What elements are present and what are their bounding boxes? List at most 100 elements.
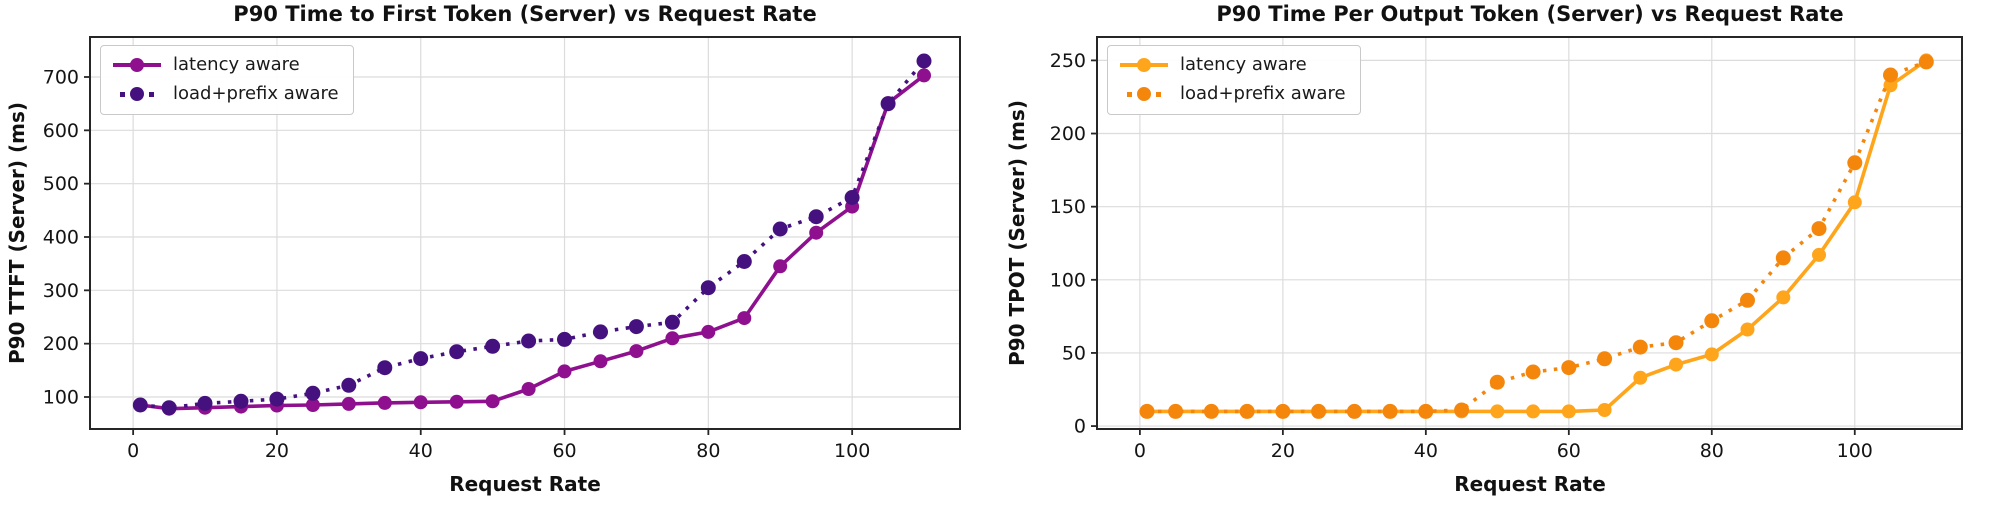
data-point xyxy=(557,331,572,347)
x-axis-label: Request Rate xyxy=(1454,472,1606,496)
svg-text:200: 200 xyxy=(1050,123,1086,145)
data-point xyxy=(628,319,644,335)
data-point xyxy=(449,344,465,360)
data-point xyxy=(773,259,788,274)
data-point xyxy=(485,394,500,409)
tpot-plot-area: 0 20 40 60 80 100 0 50 100 150 200 250 xyxy=(1050,36,1963,462)
data-point xyxy=(449,394,464,409)
legend: latency aware load+prefix aware xyxy=(100,45,354,115)
tick-labels: 0 20 40 60 80 100 0 50 100 150 200 250 xyxy=(1050,50,1873,462)
data-point xyxy=(1454,402,1470,418)
legend-item-latency-aware: latency aware xyxy=(1120,54,1346,76)
data-point xyxy=(737,311,752,326)
svg-text:150: 150 xyxy=(1050,196,1086,218)
svg-text:0: 0 xyxy=(1074,416,1086,438)
data-point xyxy=(1847,155,1863,171)
legend-label: load+prefix aware xyxy=(1180,83,1346,104)
svg-text:400: 400 xyxy=(43,227,79,249)
data-point xyxy=(1633,370,1648,385)
svg-text:60: 60 xyxy=(552,440,576,462)
plot-frame xyxy=(89,36,961,430)
legend-label: latency aware xyxy=(173,54,300,75)
tick-marks xyxy=(84,76,854,435)
legend-label: load+prefix aware xyxy=(173,83,339,104)
data-point xyxy=(521,333,537,349)
svg-text:100: 100 xyxy=(1837,440,1873,462)
data-point xyxy=(593,354,608,369)
tick-labels: 0 20 40 60 80 100 100 200 300 400 500 600 700 xyxy=(43,67,871,463)
series-load-prefix-aware xyxy=(132,53,932,416)
svg-text:100: 100 xyxy=(43,387,79,409)
data-point xyxy=(1918,54,1934,70)
svg-text:500: 500 xyxy=(43,173,79,195)
data-point xyxy=(1525,364,1541,380)
data-point xyxy=(233,393,249,409)
data-point xyxy=(1883,67,1898,83)
data-point xyxy=(1847,195,1862,210)
data-point xyxy=(557,364,572,379)
legend: latency aware load+prefix aware xyxy=(1107,45,1361,115)
data-point xyxy=(1203,403,1219,419)
data-point xyxy=(132,397,148,413)
tick-marks xyxy=(1091,59,1856,435)
data-point xyxy=(521,382,536,396)
series-latency-aware xyxy=(133,68,931,416)
data-point xyxy=(1812,247,1826,262)
data-point xyxy=(1526,404,1541,419)
data-point xyxy=(809,225,824,240)
data-point xyxy=(305,385,321,401)
data-point xyxy=(377,360,393,376)
data-point xyxy=(305,398,320,412)
data-point xyxy=(1382,403,1398,419)
data-point xyxy=(916,53,932,69)
legend-dotted-line-marker xyxy=(1120,86,1168,102)
ttft-plot-area: 0 20 40 60 80 100 100 200 300 400 500 600 700 xyxy=(43,36,961,463)
legend-dotted-line-marker xyxy=(113,86,161,102)
svg-text:700: 700 xyxy=(43,67,79,89)
data-point xyxy=(736,254,752,269)
data-point xyxy=(1632,339,1648,355)
chart-title: P90 Time Per Output Token (Server) vs Re… xyxy=(1216,2,1844,26)
svg-text:80: 80 xyxy=(1700,440,1724,462)
svg-text:250: 250 xyxy=(1050,50,1086,72)
data-point xyxy=(1489,374,1505,390)
chart-title: P90 Time to First Token (Server) vs Requ… xyxy=(233,2,817,26)
data-point xyxy=(1168,403,1184,419)
data-point xyxy=(1883,78,1898,93)
data-point xyxy=(1139,403,1155,419)
data-point xyxy=(1811,221,1827,237)
data-point xyxy=(1490,404,1505,419)
plot-frame xyxy=(1096,36,1963,430)
data-point xyxy=(880,96,896,112)
data-point xyxy=(341,396,356,411)
data-point xyxy=(1597,351,1613,367)
data-point xyxy=(1669,357,1683,372)
data-point xyxy=(1775,250,1791,266)
data-point xyxy=(700,280,716,296)
data-point xyxy=(1740,322,1755,337)
data-point xyxy=(1597,403,1612,417)
tpot-chart-panel: P90 Time Per Output Token (Server) vs Re… xyxy=(1000,0,1999,515)
data-point xyxy=(1239,403,1255,419)
data-point xyxy=(1561,360,1577,376)
svg-text:100: 100 xyxy=(834,440,870,462)
svg-text:40: 40 xyxy=(1414,440,1438,462)
legend-item-latency-aware: latency aware xyxy=(113,54,339,76)
legend-solid-line-marker xyxy=(113,57,161,73)
gridlines xyxy=(1097,37,1962,429)
svg-text:20: 20 xyxy=(265,440,289,462)
data-point xyxy=(341,377,357,393)
data-point xyxy=(629,344,644,359)
svg-text:200: 200 xyxy=(43,333,79,355)
data-point xyxy=(1418,403,1434,419)
svg-text:50: 50 xyxy=(1062,342,1086,364)
svg-text:40: 40 xyxy=(409,440,433,462)
data-point xyxy=(665,331,680,346)
data-point xyxy=(1704,313,1720,329)
legend-label: latency aware xyxy=(1180,54,1307,75)
data-point xyxy=(701,324,716,339)
series-load-prefix-aware xyxy=(1139,54,1934,419)
data-point xyxy=(664,314,680,330)
data-point xyxy=(808,209,824,225)
data-point xyxy=(1704,347,1719,362)
